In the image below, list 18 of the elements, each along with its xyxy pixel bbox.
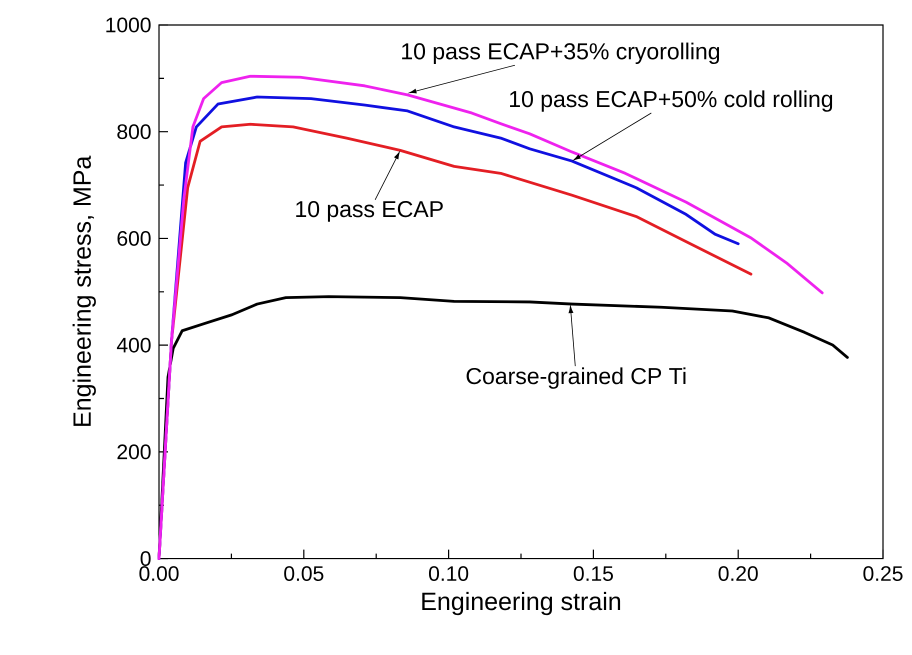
y-tick-label: 600 xyxy=(118,230,151,246)
x-tick-label: 0.10 xyxy=(428,566,468,581)
x-tick-label: 0.00 xyxy=(139,566,179,581)
annotation: Coarse-grained CP Ti xyxy=(466,367,686,389)
y-tick-label: 1000 xyxy=(106,18,151,32)
y-axis-title: Engineering stress, MPa xyxy=(72,156,96,426)
x-tick-label: 0.20 xyxy=(718,566,758,581)
x-axis-title: Engineering strain xyxy=(422,592,620,616)
x-tick-label: 0.25 xyxy=(863,566,903,581)
x-tick-label: 0.05 xyxy=(284,566,324,581)
y-tick-label: 800 xyxy=(117,124,151,140)
x-tick-label: 0.15 xyxy=(574,566,613,581)
y-tick-label: 0 xyxy=(140,551,151,566)
annotation: 10 pass ECAP xyxy=(296,200,443,222)
annotation: 10 pass ECAP+50% cold rolling xyxy=(510,90,832,112)
y-tick-label: 400 xyxy=(116,338,151,353)
y-tick-label: 200 xyxy=(117,444,151,460)
annotation: 10 pass ECAP+35% cryorolling xyxy=(402,42,720,64)
